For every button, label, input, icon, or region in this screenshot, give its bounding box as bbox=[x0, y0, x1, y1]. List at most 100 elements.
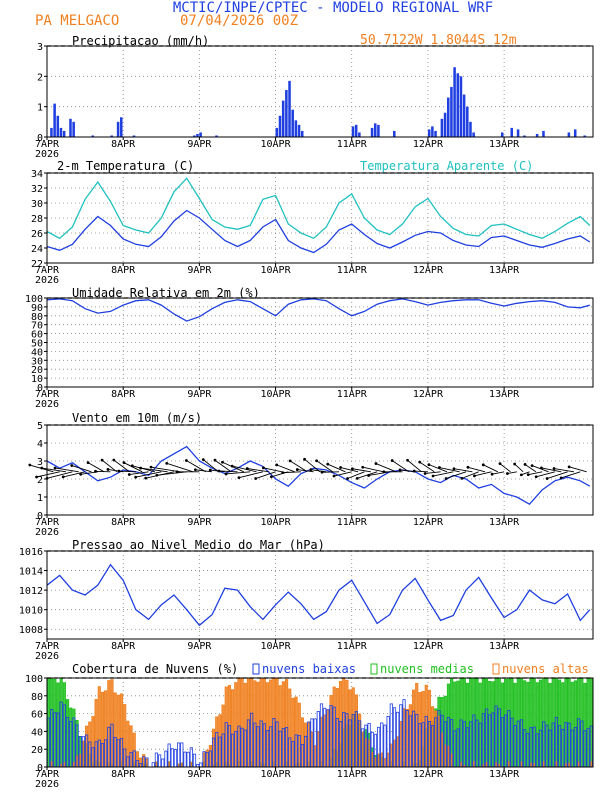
wind-arrow bbox=[310, 469, 327, 473]
precip-bar bbox=[199, 132, 202, 137]
wind-arrow-head bbox=[540, 466, 543, 470]
wind-arrow bbox=[568, 466, 587, 473]
wind-arrow bbox=[276, 464, 295, 473]
wind-arrow bbox=[362, 466, 384, 473]
panel-title: 2-m Temperatura (C) bbox=[57, 159, 194, 173]
wind-arrow-head bbox=[466, 465, 470, 469]
panel-wind: 0 1 2 3 4 5 7APR 8APR 9APR 10APR 11APR 12APR 13APR 20… bbox=[28, 411, 594, 538]
wind-arrow bbox=[255, 471, 276, 479]
x-tick-label: 9APR bbox=[187, 641, 212, 652]
precip-bar bbox=[431, 126, 434, 137]
x-tick-label: 8APR bbox=[111, 641, 136, 652]
wind-arrow-head bbox=[122, 461, 126, 465]
x-tick-label: 10APR bbox=[261, 641, 292, 652]
wind-arrow bbox=[186, 460, 206, 473]
precip-bar bbox=[523, 135, 526, 137]
x-tick-label: 8APR bbox=[111, 389, 136, 400]
wind-arrow-head bbox=[361, 465, 365, 469]
wind-arrow-head bbox=[545, 477, 549, 480]
x-year-label: 2026 bbox=[35, 399, 59, 410]
wind-arrow-head bbox=[254, 477, 258, 480]
x-tick-label: 12APR bbox=[413, 769, 444, 780]
wind-arrow-head bbox=[35, 475, 38, 479]
series-line-blue bbox=[46, 209, 591, 254]
wind-arrow bbox=[156, 471, 187, 476]
wind-arrow-head bbox=[130, 464, 134, 468]
y-tick-label: 34 bbox=[31, 169, 43, 180]
wind-arrow bbox=[166, 462, 194, 473]
wind-arrow bbox=[352, 468, 371, 473]
precip-bar bbox=[59, 127, 63, 137]
wind-arrow bbox=[368, 471, 390, 476]
wind-arrow-head bbox=[309, 468, 313, 472]
precip-bar bbox=[281, 100, 285, 137]
x-tick-label: 8APR bbox=[111, 769, 136, 780]
wind-arrow bbox=[150, 466, 181, 473]
x-tick-label: 13APR bbox=[489, 769, 520, 780]
x-tick-label: 10APR bbox=[261, 139, 292, 150]
y-tick-label: 60 bbox=[31, 710, 43, 721]
x-tick-label: 7APR bbox=[35, 517, 60, 528]
y-tick-label: 5 bbox=[37, 421, 43, 432]
series-line-blue bbox=[46, 445, 591, 506]
panel-clouds: nuvens baixas nuvens medias nuvens altas 0 2… bbox=[25, 662, 594, 790]
y-tick-label: 2 bbox=[37, 72, 43, 83]
precip-bar bbox=[132, 135, 136, 137]
x-year-label: 2026 bbox=[35, 275, 59, 286]
x-year-label: 2026 bbox=[35, 651, 59, 662]
wind-arrow-head bbox=[303, 457, 306, 461]
wind-arrow bbox=[71, 465, 92, 473]
legend-swatch bbox=[492, 663, 500, 675]
wind-arrow bbox=[391, 460, 410, 473]
precip-bar bbox=[193, 135, 196, 137]
cloud-bar-blue bbox=[177, 742, 181, 768]
y-tick-label: 60 bbox=[31, 330, 43, 341]
wind-arrow-head bbox=[406, 458, 409, 462]
y-tick-label: 3 bbox=[37, 457, 43, 468]
precip-bar bbox=[472, 132, 475, 137]
wind-arrow bbox=[41, 467, 67, 473]
wind-arrow-head bbox=[40, 466, 44, 470]
y-tick-label: 20 bbox=[31, 745, 43, 756]
x-tick-label: 13APR bbox=[489, 265, 520, 276]
wind-arrow-head bbox=[320, 470, 324, 474]
precip-bar bbox=[567, 132, 571, 137]
wind-arrow-head bbox=[230, 464, 234, 468]
wind-arrow bbox=[446, 471, 467, 479]
y-tick-label: 1 bbox=[37, 103, 43, 114]
precip-bar bbox=[291, 109, 294, 137]
precip-bar bbox=[72, 121, 75, 137]
x-tick-label: 10APR bbox=[261, 769, 292, 780]
wind-arrow bbox=[546, 471, 568, 479]
precip-bar bbox=[294, 120, 298, 137]
wind-arrow bbox=[135, 471, 162, 478]
precip-bar bbox=[583, 135, 587, 137]
precip-bar bbox=[285, 89, 288, 137]
y-tick-label: 0 bbox=[37, 383, 43, 394]
wind-arrow-head bbox=[295, 468, 299, 471]
x-tick-label: 9APR bbox=[187, 517, 212, 528]
wind-arrow-head bbox=[513, 462, 517, 466]
wind-arrow bbox=[541, 467, 562, 473]
x-tick-label: 10APR bbox=[261, 389, 292, 400]
wind-arrow bbox=[499, 463, 511, 473]
series-line-blue bbox=[46, 563, 591, 627]
wind-arrow bbox=[514, 463, 524, 473]
wind-arrow bbox=[113, 459, 130, 473]
wind-arrow bbox=[524, 464, 537, 473]
wind-arrow bbox=[46, 471, 73, 479]
legend-label: nuvens altas bbox=[502, 662, 589, 676]
cloud-bar-blue bbox=[161, 758, 165, 768]
wind-arrow-head bbox=[534, 475, 538, 479]
wind-arrow bbox=[289, 460, 308, 473]
wind-arrow-head bbox=[559, 476, 563, 480]
precip-bar bbox=[300, 130, 304, 137]
precip-bar bbox=[535, 133, 539, 137]
wind-arrow-head bbox=[275, 463, 279, 467]
x-tick-label: 12APR bbox=[413, 139, 444, 150]
x-tick-label: 12APR bbox=[413, 265, 444, 276]
wind-arrow bbox=[63, 471, 86, 478]
wind-arrow-head bbox=[530, 464, 534, 467]
